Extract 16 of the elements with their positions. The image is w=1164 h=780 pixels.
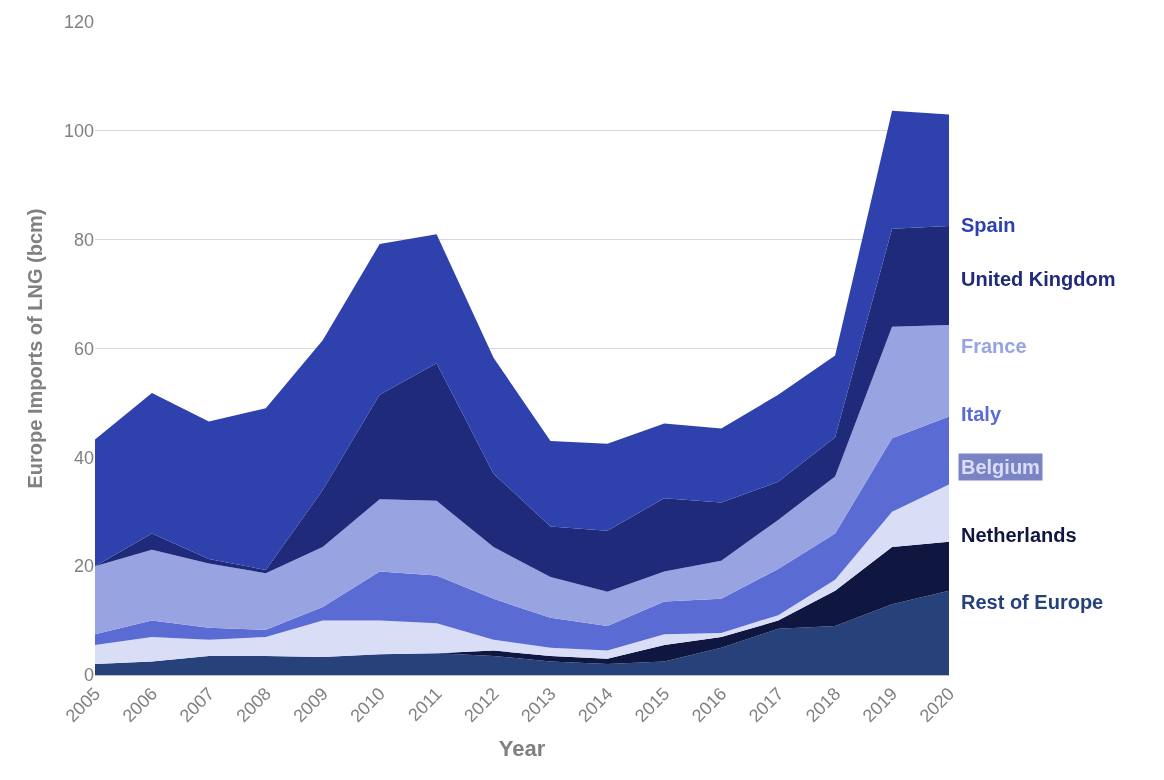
series-label: Spain [961,214,1016,236]
series-label: Italy [961,403,1002,425]
series-label: United Kingdom [961,268,1116,290]
y-tick-label: 120 [63,12,94,33]
series-label: Rest of Europe [961,591,1104,613]
y-tick-label: 0 [83,665,94,686]
y-tick-label: 80 [73,229,94,250]
x-axis-title: Year [498,736,546,762]
y-axis-title: Europe Imports of LNG (bcm) [24,208,47,489]
series-label: France [961,335,1027,357]
series-label: Netherlands [961,524,1077,546]
y-tick-label: 60 [73,338,94,359]
y-tick-label: 100 [63,121,94,142]
y-tick-label: 40 [73,447,94,468]
series-label: Belgium [961,456,1040,478]
y-tick-label: 20 [73,556,94,577]
